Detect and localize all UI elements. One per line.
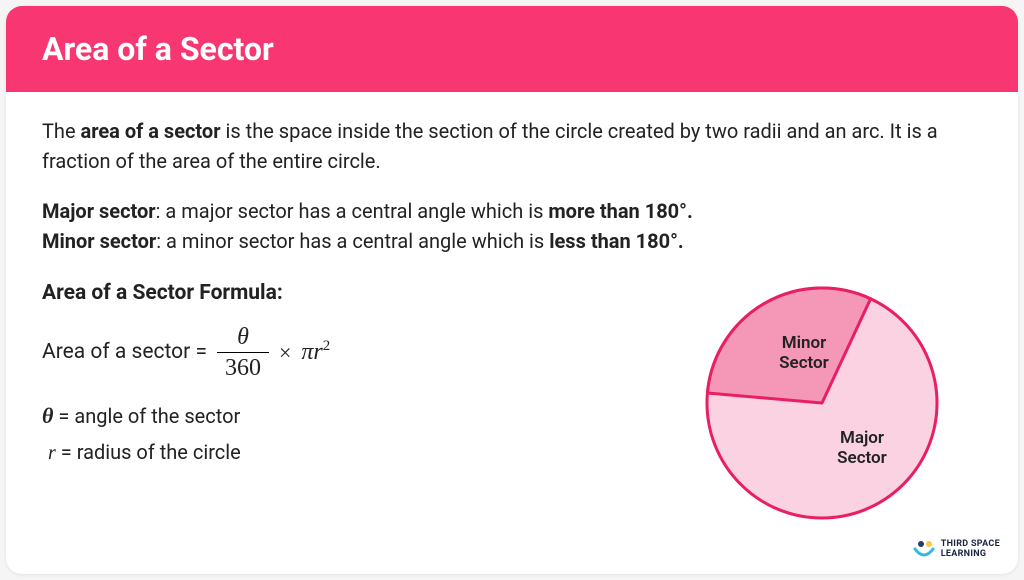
formula-title: Area of a Sector Formula:: [42, 278, 632, 310]
r-symbol: r: [48, 442, 56, 464]
card-content: The area of a sector is the space inside…: [6, 92, 1018, 548]
major-text: : a major sector has a central angle whi…: [156, 199, 549, 223]
formula-pi: π: [301, 339, 313, 365]
theta-text: = angle of the sector: [53, 404, 240, 428]
brand-logo-text: THIRD SPACE LEARNING: [941, 540, 1000, 560]
definitions-block: Major sector: a major sector has a centr…: [42, 196, 982, 256]
minor-sector-def: Minor sector: a minor sector has a centr…: [42, 226, 982, 256]
card-title: Area of a Sector: [42, 30, 274, 68]
formula-fraction: θ 360: [217, 324, 269, 382]
theta-def: θ = angle of the sector: [42, 397, 632, 434]
major-bold-end: more than 180°.: [548, 199, 692, 223]
formula-section: Area of a Sector Formula: Area of a sect…: [42, 278, 982, 528]
theta-symbol: θ: [42, 403, 53, 428]
formula-denominator: 360: [217, 352, 269, 381]
brand-line2: LEARNING: [941, 550, 1000, 560]
variable-definitions: θ = angle of the sector r = radius of th…: [42, 397, 632, 469]
intro-paragraph: The area of a sector is the space inside…: [42, 116, 982, 176]
svg-text:MinorSector: MinorSector: [779, 333, 829, 373]
formula-exp: 2: [323, 338, 331, 354]
intro-prefix: The: [42, 119, 81, 143]
minor-bold-end: less than 180°.: [549, 229, 683, 253]
major-sector-def: Major sector: a major sector has a centr…: [42, 196, 982, 226]
formula-numerator: θ: [229, 324, 257, 352]
major-label: Major sector: [42, 199, 156, 223]
info-card: Area of a Sector The area of a sector is…: [6, 6, 1018, 574]
formula-lhs: Area of a sector =: [42, 337, 207, 369]
formula-column: Area of a Sector Formula: Area of a sect…: [42, 278, 632, 470]
brand-logo: THIRD SPACE LEARNING: [913, 540, 1000, 560]
formula-rhs: πr2: [301, 334, 330, 370]
formula-r: r: [313, 339, 322, 365]
svg-text:MajorSector: MajorSector: [837, 428, 887, 468]
minor-text: : a minor sector has a central angle whi…: [156, 229, 549, 253]
formula-equation: Area of a sector = θ 360 × πr2: [42, 324, 632, 382]
minor-label: Minor sector: [42, 229, 156, 253]
intro-bold-term: area of a sector: [81, 119, 221, 143]
formula-times: ×: [279, 336, 291, 369]
r-def: r = radius of the circle: [42, 435, 632, 470]
r-text: = radius of the circle: [56, 440, 241, 464]
card-header: Area of a Sector: [6, 6, 1018, 92]
diagram-column: MinorSector MajorSector: [662, 278, 982, 528]
brand-logo-icon: [913, 541, 935, 559]
sector-diagram: MinorSector MajorSector: [692, 278, 952, 528]
